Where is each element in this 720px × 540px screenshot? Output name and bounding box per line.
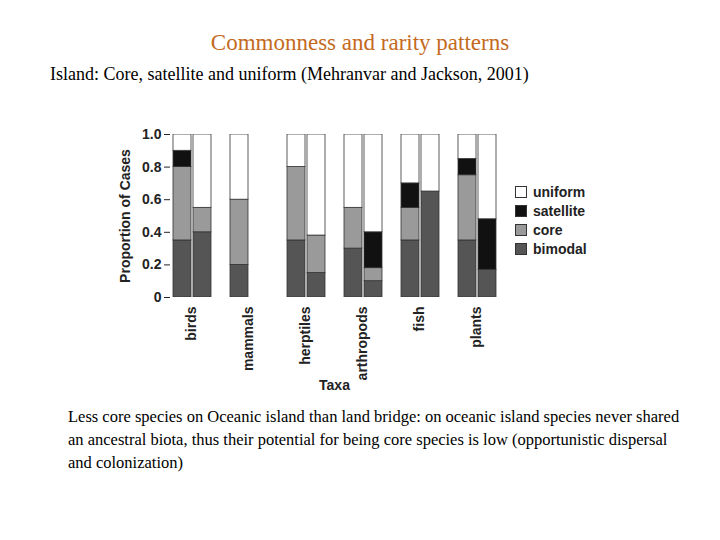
svg-text:Proportion of Cases: Proportion of Cases: [117, 149, 133, 283]
svg-text:fish: fish: [411, 307, 427, 332]
html-text:satellite: satellite: [533, 202, 586, 219]
svg-text:0.2: 0.2: [142, 256, 162, 272]
html-text:Commonness and rarity patterns: Commonness and rarity patterns: [210, 30, 510, 55]
svg-text:plants: plants: [468, 306, 484, 347]
svg-text:0.6: 0.6: [142, 191, 162, 207]
svg-text:0.4: 0.4: [142, 224, 162, 240]
html-text:Less core species on Oceanic i: Less core species on Oceanic island than…: [68, 407, 680, 472]
svg-text:birds: birds: [183, 306, 199, 340]
html-text:Island: Core, satellite and un: Island: Core, satellite and uniform (Meh…: [50, 64, 529, 84]
svg-text:1.0: 1.0: [142, 126, 162, 142]
svg-text:0: 0: [154, 289, 162, 305]
svg-text:herptiles: herptiles: [297, 306, 313, 365]
html-text:uniform: uniform: [533, 183, 586, 200]
svg-text:mammals: mammals: [240, 306, 256, 371]
svg-text:0.8: 0.8: [142, 159, 162, 175]
svg-text:arthropods: arthropods: [354, 306, 370, 380]
svg-text:Taxa: Taxa: [319, 377, 350, 393]
html-text:core: core: [533, 221, 563, 238]
html-text:bimodal: bimodal: [533, 240, 587, 257]
